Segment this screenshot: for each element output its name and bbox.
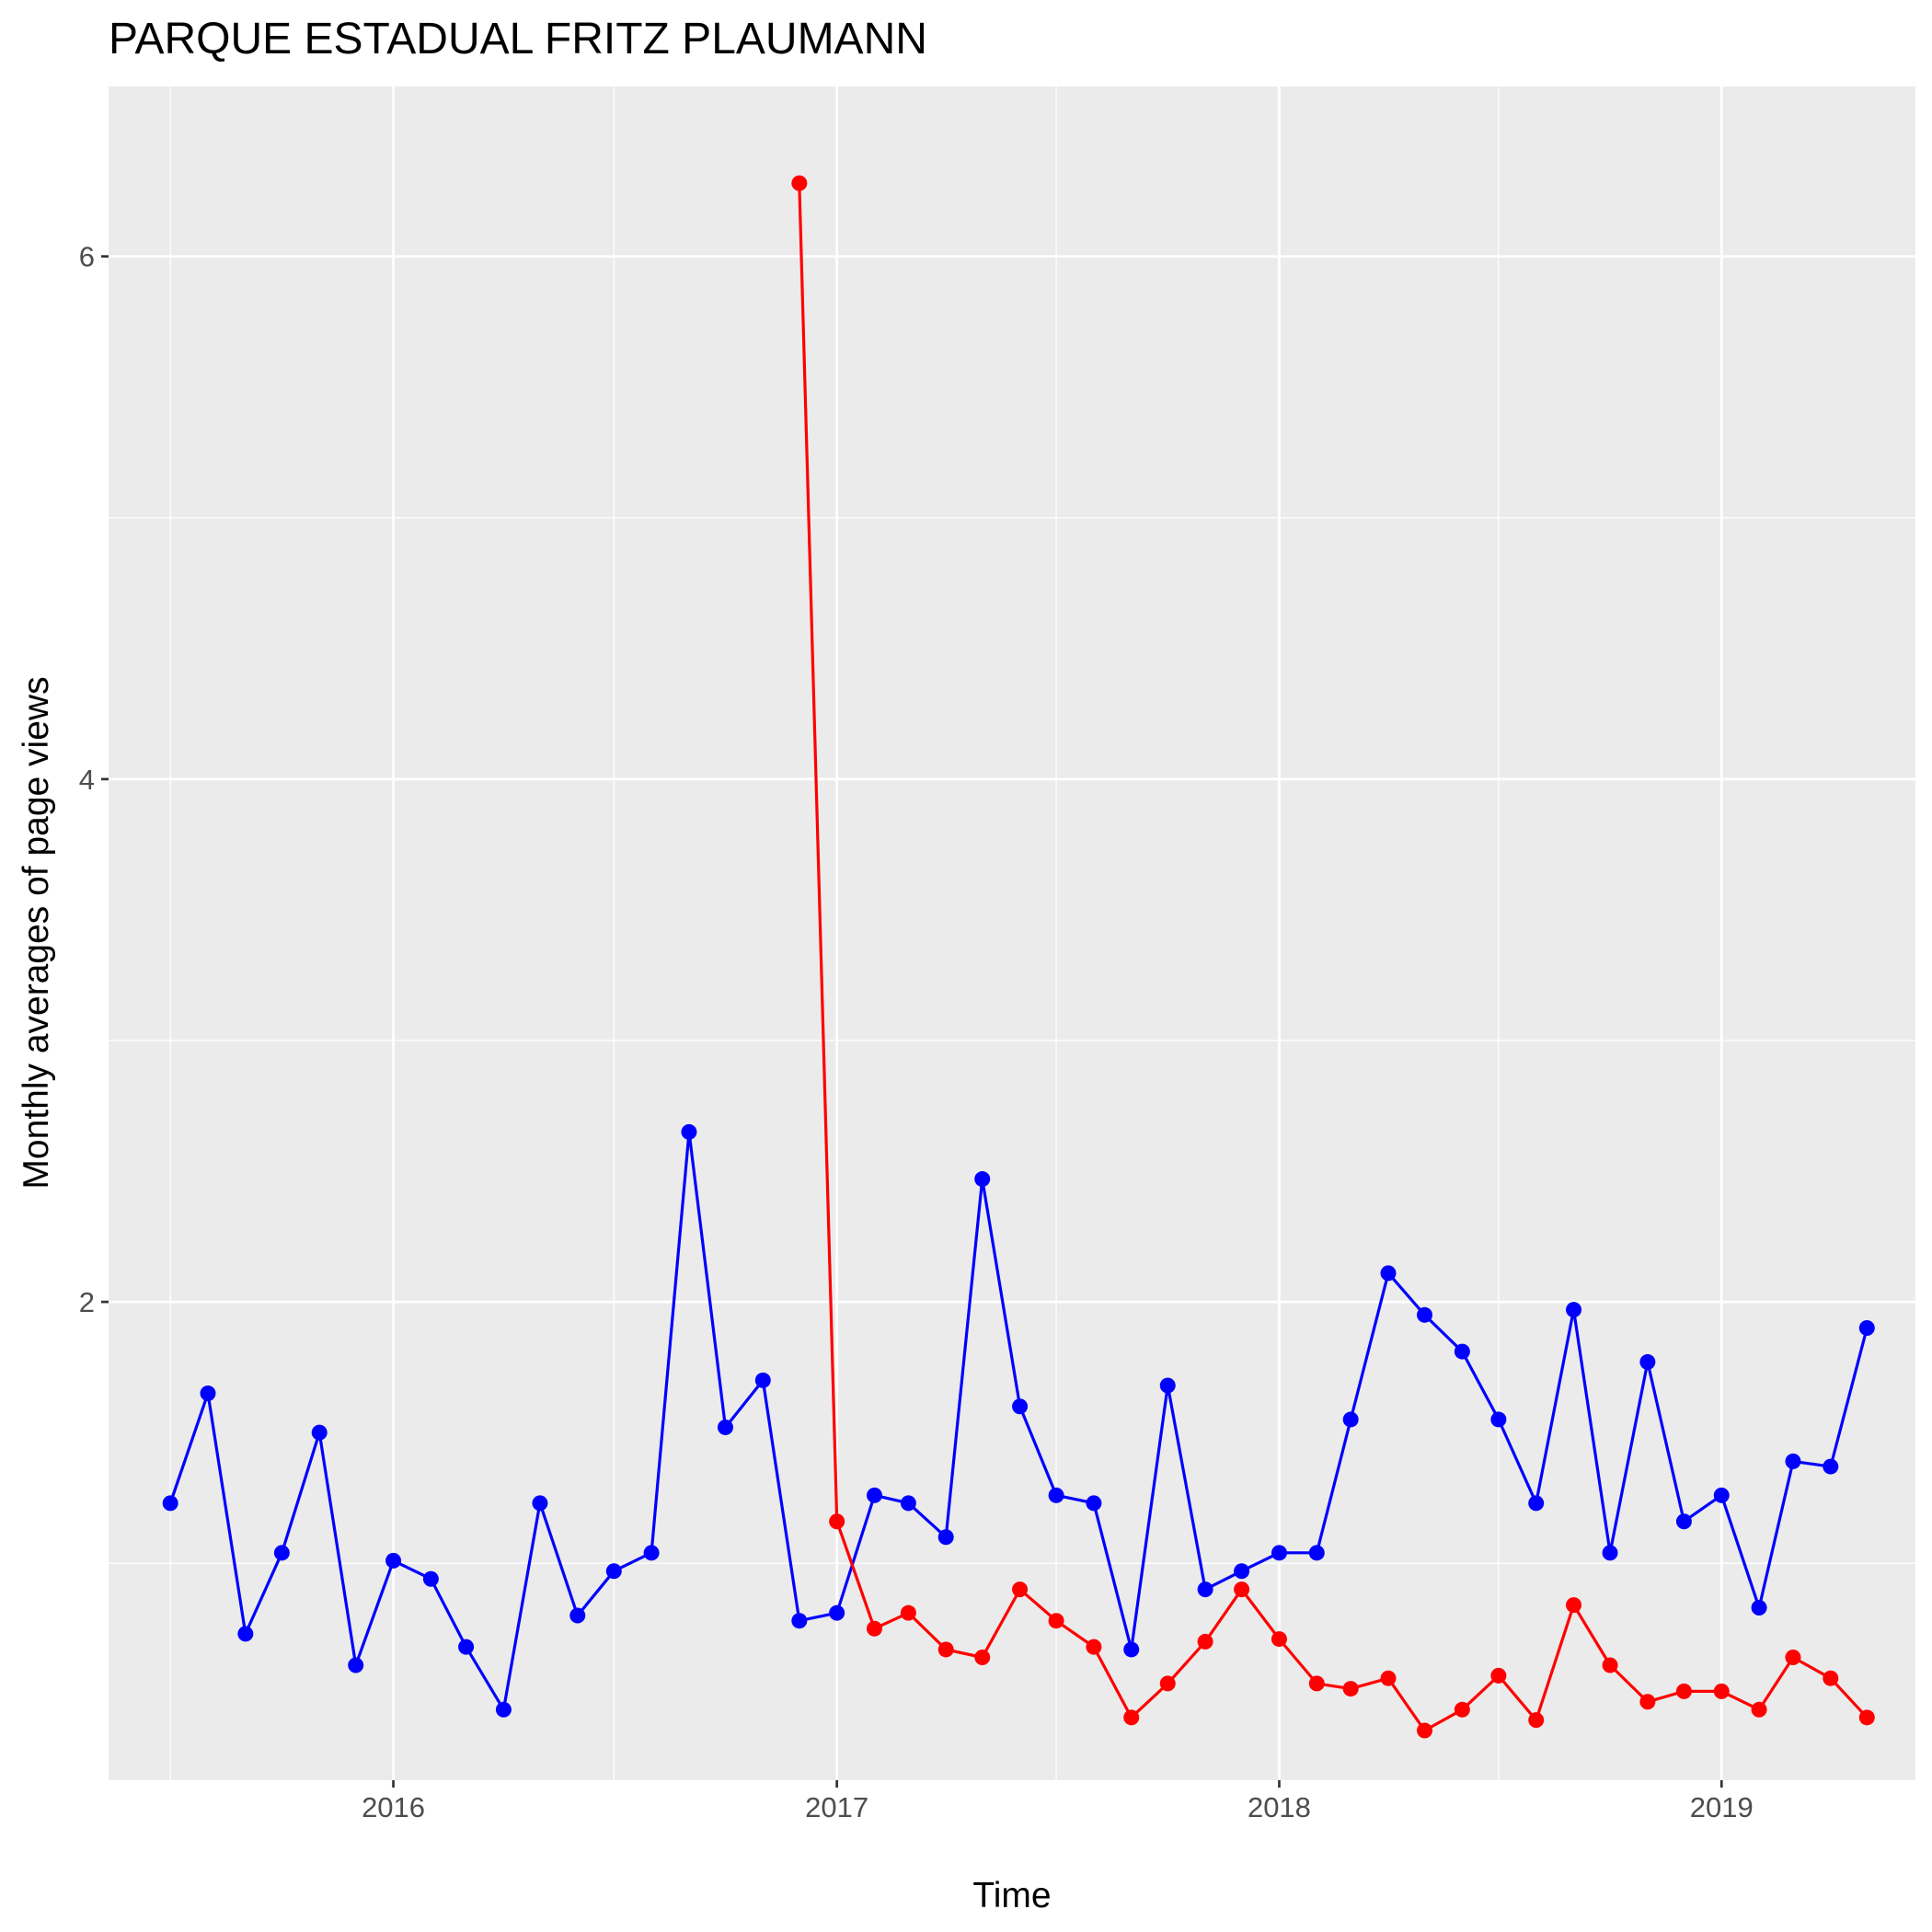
data-point bbox=[1490, 1411, 1507, 1428]
data-point bbox=[1048, 1613, 1064, 1629]
data-point bbox=[900, 1604, 916, 1621]
data-point bbox=[1271, 1545, 1287, 1561]
data-point bbox=[1342, 1681, 1359, 1697]
data-point bbox=[1197, 1581, 1213, 1598]
data-point bbox=[1823, 1670, 1839, 1686]
x-tick-label: 2018 bbox=[1248, 1791, 1311, 1823]
data-point bbox=[1858, 1319, 1875, 1336]
data-point bbox=[1454, 1701, 1470, 1718]
data-point bbox=[866, 1487, 882, 1503]
y-tick-label: 2 bbox=[79, 1286, 95, 1318]
x-axis-title: Time bbox=[972, 1876, 1051, 1915]
data-point bbox=[1417, 1722, 1433, 1739]
minor-gridlines bbox=[109, 86, 1915, 1780]
data-point bbox=[162, 1495, 178, 1512]
data-point bbox=[1454, 1343, 1470, 1360]
data-point bbox=[1528, 1495, 1545, 1512]
data-point bbox=[1490, 1667, 1507, 1684]
data-point bbox=[1713, 1683, 1730, 1699]
x-tick-label: 2016 bbox=[362, 1791, 425, 1823]
y-tick-label: 6 bbox=[79, 241, 95, 273]
data-point bbox=[1675, 1683, 1692, 1699]
data-point bbox=[1012, 1398, 1029, 1415]
data-point bbox=[200, 1386, 216, 1402]
series-1 bbox=[162, 1123, 1875, 1718]
data-point bbox=[900, 1495, 916, 1512]
data-point bbox=[1566, 1597, 1582, 1614]
data-point bbox=[1751, 1599, 1767, 1616]
data-point bbox=[311, 1424, 328, 1441]
data-point bbox=[937, 1529, 954, 1546]
data-point bbox=[866, 1620, 882, 1637]
data-point bbox=[974, 1171, 991, 1188]
data-point bbox=[1380, 1265, 1397, 1282]
series-2 bbox=[791, 175, 1875, 1739]
data-point bbox=[348, 1657, 364, 1673]
data-point bbox=[1417, 1306, 1433, 1323]
data-point bbox=[1785, 1649, 1801, 1665]
data-point bbox=[1197, 1633, 1213, 1650]
data-point bbox=[1602, 1657, 1618, 1673]
x-tick-label: 2017 bbox=[805, 1791, 868, 1823]
x-tick-label: 2019 bbox=[1690, 1791, 1754, 1823]
data-point bbox=[1234, 1563, 1250, 1580]
data-point bbox=[569, 1607, 586, 1624]
data-point bbox=[1380, 1670, 1397, 1686]
data-point bbox=[1159, 1675, 1176, 1692]
y-axis-title: Monthly averages of page views bbox=[17, 676, 56, 1189]
data-point bbox=[937, 1641, 954, 1658]
data-point bbox=[1123, 1709, 1140, 1726]
major-gridlines bbox=[109, 86, 1915, 1780]
data-point bbox=[1751, 1701, 1767, 1718]
axes: 2016 2017 2018 2019 2 4 6 bbox=[79, 241, 1754, 1823]
data-point bbox=[754, 1372, 771, 1388]
data-point bbox=[791, 1613, 808, 1629]
data-point bbox=[1342, 1411, 1359, 1428]
data-point bbox=[1086, 1495, 1102, 1512]
data-point bbox=[1123, 1641, 1140, 1658]
data-point bbox=[1785, 1453, 1801, 1469]
data-point bbox=[1823, 1458, 1839, 1475]
data-point bbox=[1308, 1545, 1325, 1561]
data-point bbox=[1713, 1487, 1730, 1503]
data-point bbox=[605, 1563, 622, 1580]
data-point bbox=[1566, 1302, 1582, 1318]
chart-title: PARQUE ESTADUAL FRITZ PLAUMANN bbox=[109, 15, 927, 63]
data-point bbox=[1048, 1487, 1064, 1503]
data-point bbox=[1234, 1581, 1250, 1598]
data-point bbox=[495, 1701, 512, 1718]
data-point bbox=[681, 1123, 697, 1140]
data-point bbox=[458, 1639, 475, 1655]
data-point bbox=[1675, 1513, 1692, 1530]
data-point bbox=[385, 1552, 402, 1569]
data-point bbox=[237, 1626, 254, 1642]
data-point bbox=[1271, 1631, 1287, 1648]
plot-panel bbox=[109, 86, 1915, 1780]
data-point bbox=[1858, 1709, 1875, 1726]
data-point bbox=[717, 1419, 733, 1435]
data-point bbox=[974, 1649, 991, 1665]
data-point bbox=[422, 1570, 439, 1587]
data-point bbox=[829, 1513, 845, 1530]
data-point bbox=[1159, 1377, 1176, 1394]
data-point bbox=[532, 1495, 548, 1512]
data-point bbox=[1639, 1694, 1656, 1710]
series-layer bbox=[162, 175, 1875, 1739]
data-point bbox=[1602, 1545, 1618, 1561]
data-point bbox=[1639, 1353, 1656, 1370]
data-point bbox=[1012, 1581, 1029, 1598]
data-point bbox=[829, 1604, 845, 1621]
data-point bbox=[643, 1545, 660, 1561]
y-tick-label: 4 bbox=[79, 764, 95, 796]
data-point bbox=[1528, 1712, 1545, 1729]
data-point bbox=[273, 1545, 290, 1561]
data-point bbox=[1086, 1639, 1102, 1655]
data-point bbox=[791, 175, 808, 191]
data-point bbox=[1308, 1675, 1325, 1692]
